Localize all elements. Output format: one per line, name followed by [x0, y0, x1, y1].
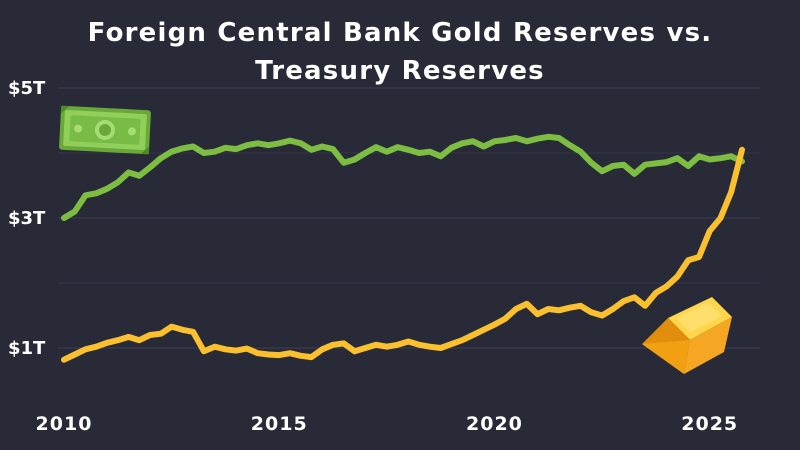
x-tick-label: 2010: [36, 413, 93, 435]
chart-title: Foreign Central Bank Gold Reserves vs. T…: [0, 14, 800, 90]
series-line-gold-bar: [61, 146, 745, 363]
y-tick-label: $5T: [8, 78, 46, 99]
y-tick-label: $3T: [8, 208, 46, 229]
chart-title-line-1: Foreign Central Bank Gold Reserves vs.: [87, 18, 713, 48]
x-tick-label: 2020: [466, 413, 523, 435]
chart-title-line-2: Treasury Reserves: [255, 56, 545, 86]
x-tick-label: 2025: [681, 413, 738, 435]
dollar-bill-icon: [59, 105, 151, 155]
x-tick-label: 2015: [251, 413, 308, 435]
y-tick-label: $1T: [8, 338, 46, 359]
gold-bar-icon: [642, 297, 732, 374]
series-line-dollar-bill: [61, 133, 745, 221]
